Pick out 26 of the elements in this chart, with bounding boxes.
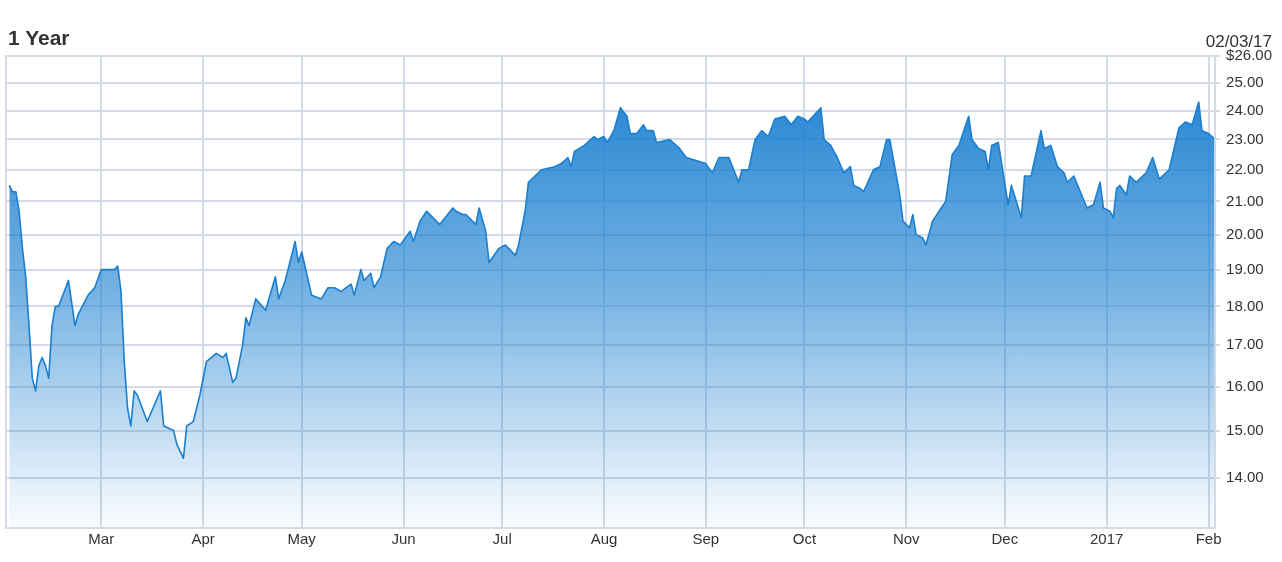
chart-title: 1 Year (8, 26, 70, 50)
x-tick-label: May (287, 530, 317, 548)
y-tick-label: 16.00 (1226, 376, 1264, 394)
y-tick-label: 19.00 (1226, 259, 1264, 277)
x-tick-label: Nov (892, 530, 921, 548)
x-tick-label: Apr (191, 530, 215, 548)
x-tick-label: Jun (391, 530, 416, 548)
y-tick-label: 17.00 (1226, 335, 1264, 353)
x-tick-label: Sep (692, 530, 720, 548)
y-tick-label: 20.00 (1226, 224, 1264, 242)
y-tick-label: 18.00 (1226, 296, 1264, 314)
x-tick-label: Jul (492, 530, 512, 548)
x-tick-label: Dec (991, 530, 1019, 548)
x-tick-label: Mar (88, 530, 115, 548)
y-tick-label: 25.00 (1226, 72, 1264, 90)
y-tick-label: 23.00 (1226, 129, 1264, 147)
y-tick-label: 15.00 (1226, 420, 1264, 438)
x-tick-label: Aug (590, 530, 618, 548)
x-tick-label: 2017 (1090, 530, 1124, 548)
y-tick-label: 24.00 (1226, 100, 1264, 118)
y-tick-label: 22.00 (1226, 159, 1264, 177)
y-tick-label: 21.00 (1226, 191, 1264, 209)
y-tick-label: 14.00 (1226, 467, 1264, 485)
x-tick-label: Oct (792, 530, 817, 548)
x-tick-label: Feb (1195, 530, 1222, 548)
y-tick-label: $26.00 (1226, 46, 1273, 64)
